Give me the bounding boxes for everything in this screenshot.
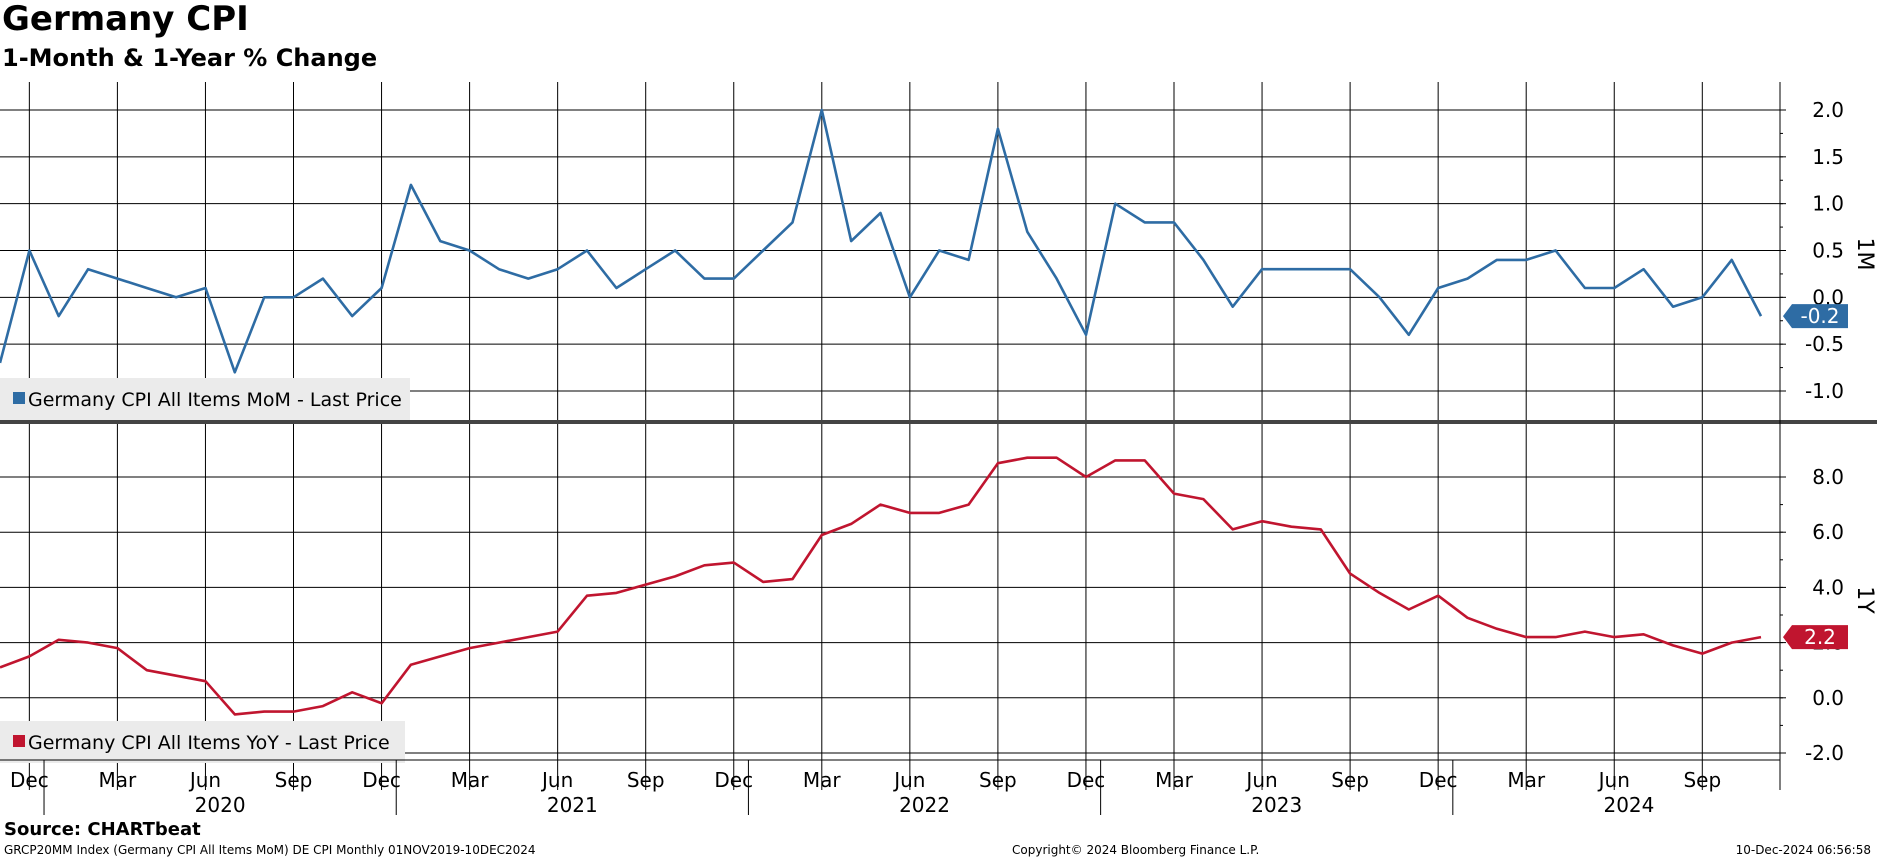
chart-title: Germany CPI <box>2 0 249 39</box>
x-month-label: Sep <box>627 768 665 792</box>
x-month-label: Mar <box>1155 768 1194 792</box>
y-tick-label: -1.0 <box>1805 379 1844 403</box>
series-line <box>0 108 1763 374</box>
x-year-label: 2021 <box>547 793 598 817</box>
legend-box <box>0 721 405 763</box>
y-tick-label: -0.5 <box>1805 332 1844 356</box>
copyright-notice: Copyright© 2024 Bloomberg Finance L.P. <box>1012 843 1260 857</box>
series-line <box>0 456 1762 716</box>
source-label: Source: CHARTbeat <box>4 819 201 840</box>
y-tick-label: 0.5 <box>1812 239 1844 263</box>
x-month-label: Sep <box>979 768 1017 792</box>
x-month-label: Jun <box>1597 768 1630 792</box>
x-year-label: 2022 <box>899 793 950 817</box>
x-month-label: Jun <box>540 768 573 792</box>
x-month-label: Sep <box>1331 768 1369 792</box>
x-month-label: Jun <box>892 768 925 792</box>
x-month-label: Dec <box>1067 768 1106 792</box>
x-year-label: 2020 <box>195 793 246 817</box>
x-month-label: Mar <box>99 768 138 792</box>
chart-subtitle: 1-Month & 1-Year % Change <box>2 44 378 72</box>
x-year-label: 2024 <box>1603 793 1654 817</box>
timestamp: 10-Dec-2024 06:56:58 <box>1735 843 1871 857</box>
x-month-label: Mar <box>451 768 490 792</box>
x-month-label: Jun <box>1244 768 1277 792</box>
x-month-label: Dec <box>1419 768 1458 792</box>
x-month-label: Mar <box>1507 768 1546 792</box>
y-tick-label: 4.0 <box>1812 575 1844 599</box>
y-tick-label: 1.0 <box>1812 192 1844 216</box>
y-tick-label: 2.0 <box>1812 98 1844 122</box>
y-tick-label: 6.0 <box>1812 520 1844 544</box>
legend-box <box>0 378 410 420</box>
x-month-label: Sep <box>275 768 313 792</box>
x-month-label: Jun <box>188 768 221 792</box>
x-month-label: Sep <box>1683 768 1721 792</box>
panel-label: 1Y <box>1852 586 1877 614</box>
cpi-chart: 2.0 1.5 1.0 0.5 0.0 -0.5 -1.0 -0.2 1M Germany CPI… <box>0 82 1877 817</box>
panel-label: 1M <box>1852 238 1877 271</box>
x-month-label: Dec <box>362 768 401 792</box>
last-value-label: -0.2 <box>1800 304 1839 328</box>
x-month-label: Mar <box>803 768 842 792</box>
last-value-tag <box>1783 304 1848 329</box>
legend-swatch <box>13 735 25 747</box>
legend-label: Germany CPI All Items MoM - Last Price <box>28 389 402 411</box>
y-tick-label: 8.0 <box>1812 465 1844 489</box>
x-year-label: 2023 <box>1251 793 1302 817</box>
last-value-tag <box>1783 625 1848 650</box>
legend-label: Germany CPI All Items YoY - Last Price <box>28 732 390 754</box>
x-month-label: Dec <box>10 768 49 792</box>
y-tick-label: 1.5 <box>1812 145 1844 169</box>
ticker-info: GRCP20MM Index (Germany CPI All Items Mo… <box>4 843 536 857</box>
legend-swatch <box>13 392 25 404</box>
x-month-label: Dec <box>714 768 753 792</box>
last-value-label: 2.2 <box>1804 625 1836 649</box>
y-tick-label: -2.0 <box>1805 741 1844 765</box>
y-tick-label: 0.0 <box>1812 686 1844 710</box>
